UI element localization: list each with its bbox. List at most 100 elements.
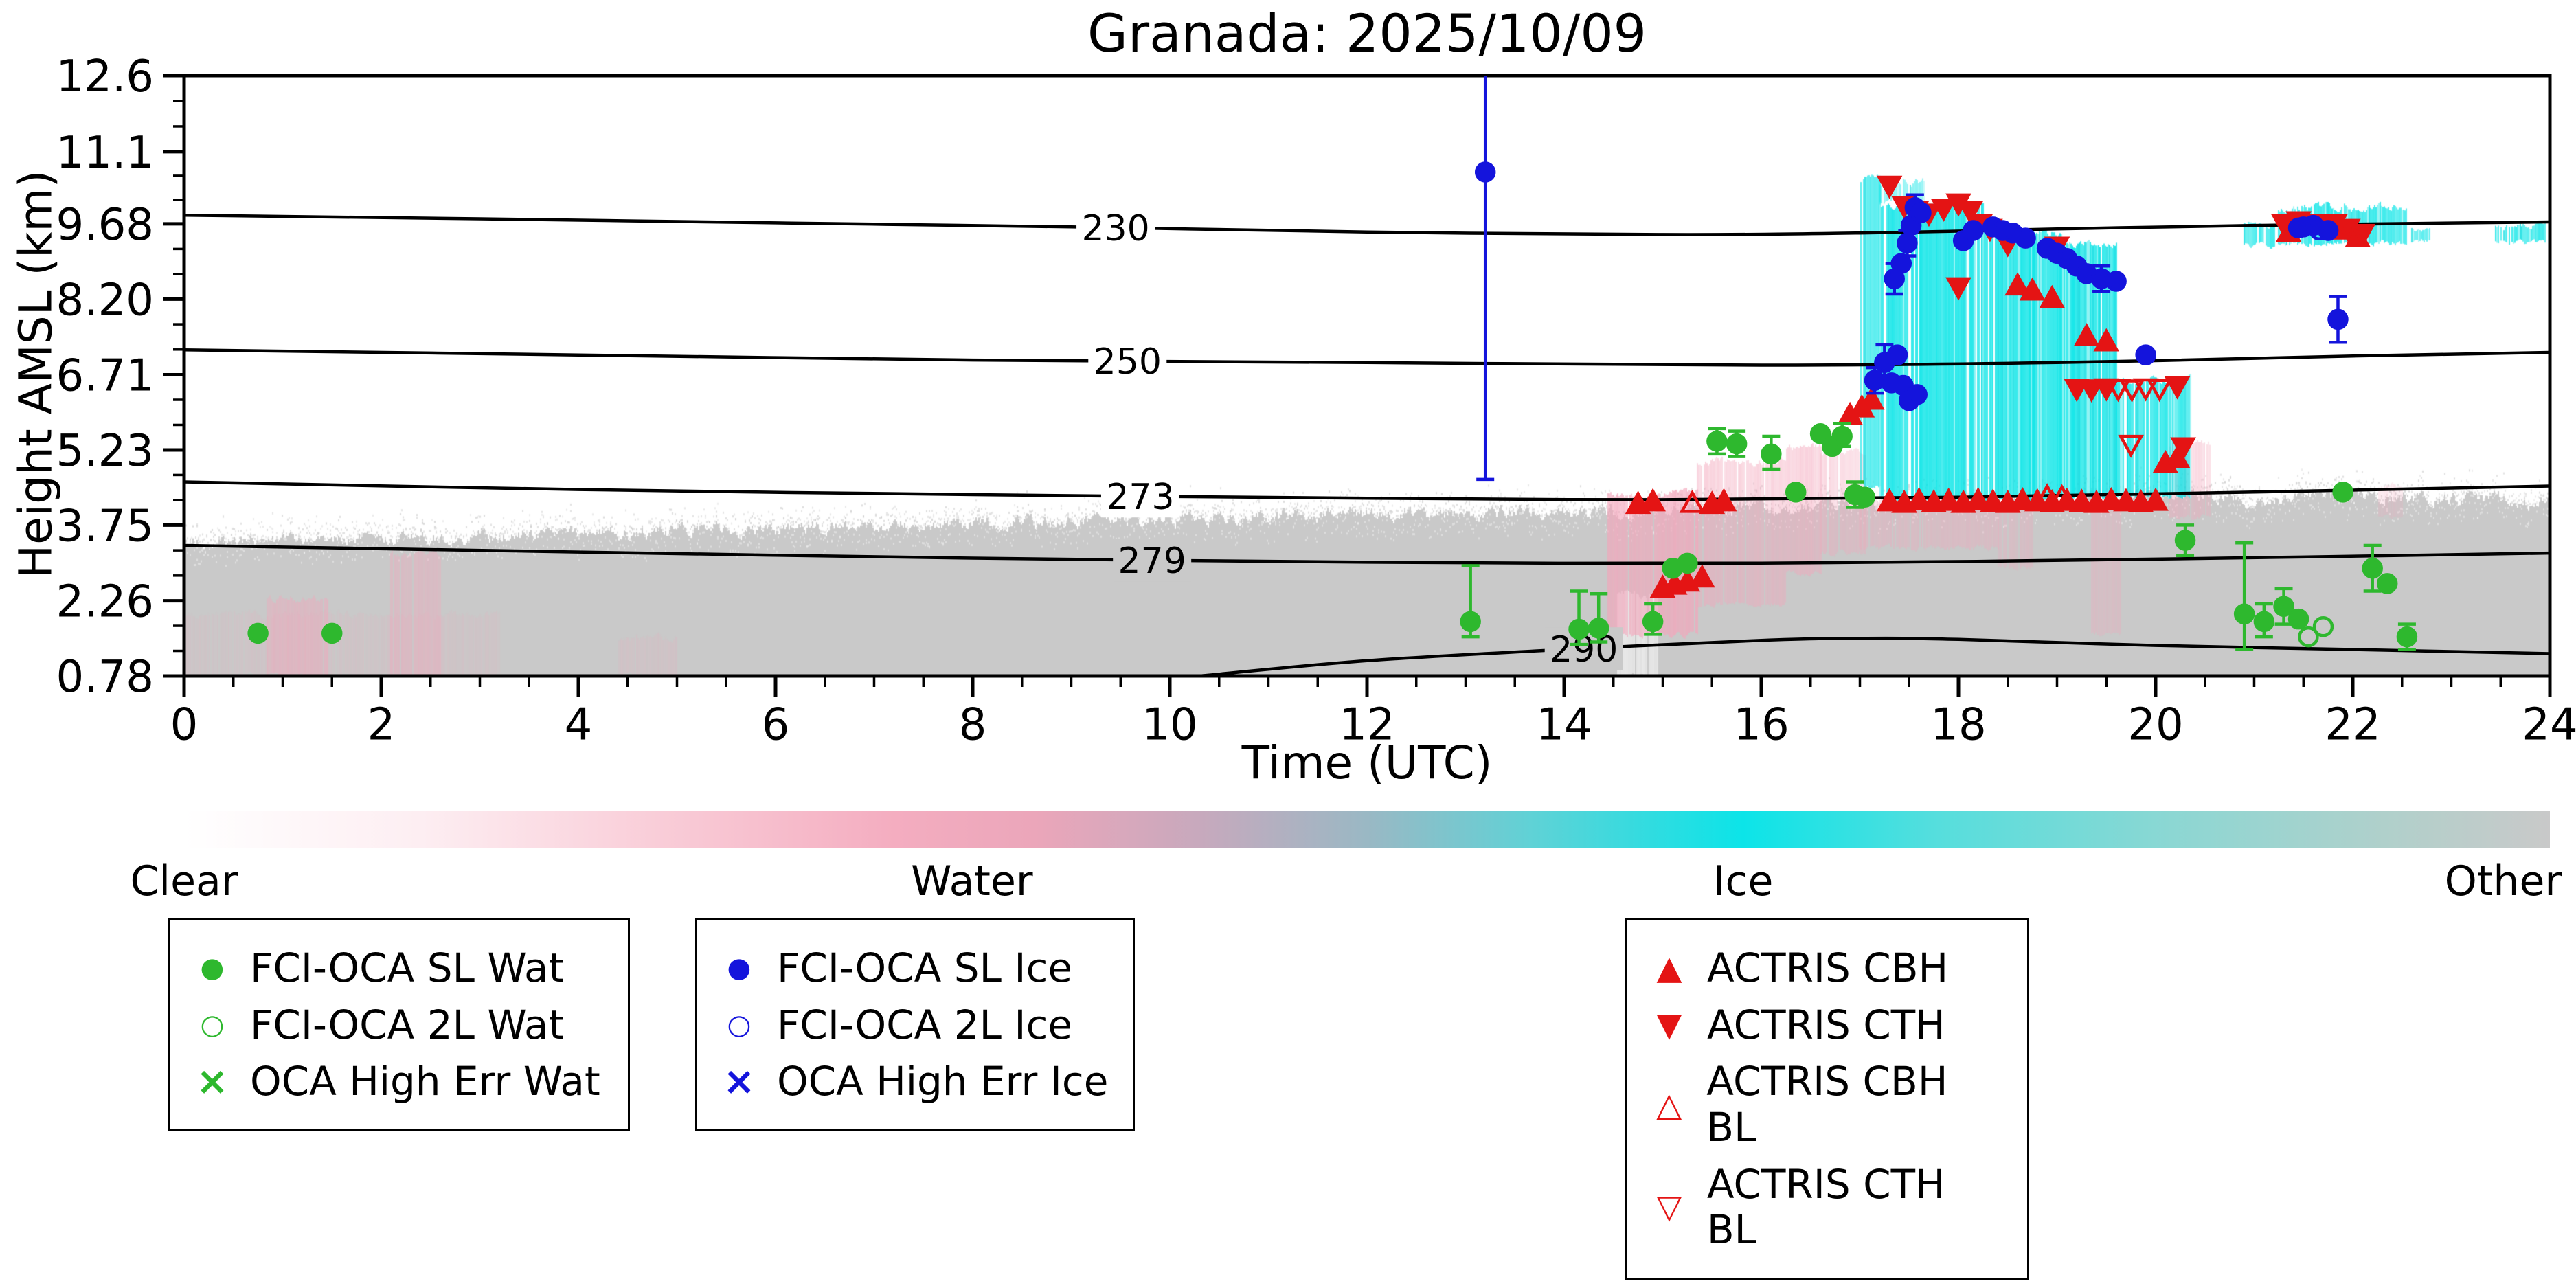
marker-circle-filled	[2287, 608, 2309, 630]
legend-item-fci-oca-2l-ice: ○ FCI-OCA 2L Ice	[718, 1002, 1112, 1048]
marker-tri-up-filled	[1876, 488, 1903, 512]
marker-circle-filled	[1886, 344, 1908, 365]
marker-tri-up-filled	[1710, 488, 1737, 512]
y-tick-label: 9.68	[56, 200, 155, 251]
marker-circle-filled	[2233, 603, 2255, 625]
legend-box-water: ● FCI-OCA SL Wat ○ FCI-OCA 2L Wat × OCA High …	[168, 918, 630, 1132]
marker-circle-filled	[2332, 482, 2353, 503]
marker-tri-up-filled	[1980, 488, 2007, 512]
marker-circle-filled	[1726, 433, 1748, 455]
legend-box-actris: ▲ ACTRIS CBH ▼ ACTRIS CTH △ ACTRIS CBH BL ▽ ACT…	[1625, 918, 2029, 1280]
series-actris-cth-bl	[2105, 378, 2173, 458]
series-actris-cbh-bl	[1679, 483, 2075, 513]
marker-circle-filled	[1588, 618, 1609, 639]
marker-circle-filled	[1706, 431, 1728, 452]
marker-circle-filled	[1761, 443, 1782, 465]
contour-label-bg	[1088, 339, 1167, 383]
marker-tri-up-open	[1679, 489, 1706, 513]
series-fci-oca-2l-ice	[2293, 216, 2330, 241]
contour-label: 273	[1106, 477, 1174, 518]
x-tick-label: 12	[1339, 699, 1394, 750]
y-tick-label: 12.6	[56, 52, 155, 102]
fci-oca-sl-wat-marker-icon: ●	[200, 952, 225, 984]
contour-label: 230	[1081, 208, 1149, 249]
marker-tri-up-filled	[1906, 487, 1932, 510]
colorbar-gradient	[184, 811, 2550, 848]
marker-circle-filled	[1854, 486, 1875, 508]
colorbar-label-ice: Ice	[1713, 857, 1774, 905]
x-tick-label: 16	[1733, 699, 1789, 750]
marker-circle-filled	[1910, 202, 1932, 223]
x-tick-label: 4	[565, 699, 593, 750]
marker-tri-up-filled	[1858, 386, 1885, 410]
marker-circle-filled	[1831, 425, 1853, 447]
legend-item-fci-oca-sl-wat: ● FCI-OCA SL Wat	[191, 945, 607, 991]
marker-tri-down-open	[2105, 379, 2132, 403]
legend-item-label: FCI-OCA SL Wat	[250, 945, 565, 991]
contour-label: 279	[1118, 541, 1186, 582]
contour-label-bg	[1100, 475, 1179, 518]
contour-label-bg	[1076, 206, 1155, 249]
x-tick-label: 24	[2522, 699, 2576, 750]
series-actris-cbh	[1625, 216, 2371, 598]
x-tick-label: 10	[1142, 699, 1197, 750]
marker-circle-filled	[1890, 253, 1912, 274]
legend-item-fci-oca-sl-ice: ● FCI-OCA SL Ice	[718, 945, 1112, 991]
marker-circle-filled	[2105, 271, 2127, 292]
classification-heatmap	[184, 76, 2550, 676]
plot-frame	[182, 74, 2552, 678]
actris-cbh-marker-icon: ▲	[1656, 949, 1682, 988]
marker-circle-filled	[1677, 552, 1698, 574]
marker-circle-filled	[1460, 611, 1481, 633]
marker-circle-filled	[247, 622, 269, 644]
marker-tri-up-filled	[2039, 284, 2066, 308]
y-tick-label: 0.78	[56, 652, 155, 703]
contour-label-bg	[1113, 539, 1192, 582]
y-tick-label: 8.20	[56, 275, 155, 326]
actris-cbh-bl-marker-icon: △	[1656, 1085, 1682, 1125]
marker-circle-filled	[1642, 611, 1664, 633]
marker-circle-open	[2298, 626, 2319, 648]
legend-item-label: ACTRIS CBH BL	[1706, 1058, 1948, 1151]
marker-tri-down-filled	[2349, 223, 2376, 247]
marker-circle-filled	[1864, 370, 1886, 391]
legend-item-actris-cth-bl: ▽ ACTRIS CTH BL	[1648, 1161, 2007, 1253]
fci-oca-sl-ice-marker-icon: ●	[727, 952, 752, 984]
marker-tri-up-filled	[2073, 323, 2100, 347]
marker-circle-filled	[321, 622, 343, 644]
y-tick-label: 6.71	[56, 351, 155, 402]
marker-tri-up-filled	[2009, 487, 2036, 510]
marker-circle-filled	[2135, 344, 2156, 365]
axis-ticks: 0 2 4 6 8 10 12 14 16 18 20 22 240.782.263.755.236.7…	[56, 52, 2576, 750]
oca-high-err-ice-marker-icon: ×	[723, 1059, 756, 1104]
colorbar-label-clear: Clear	[130, 857, 238, 905]
legend-item-oca-high-err-wat: × OCA High Err Wat	[191, 1059, 607, 1105]
marker-tri-down-filled	[2078, 379, 2105, 403]
marker-circle-filled	[2327, 308, 2349, 330]
marker-tri-up-open	[2034, 483, 2060, 506]
legend-item-actris-cth: ▼ ACTRIS CTH	[1648, 1002, 2007, 1048]
legend-item-label: FCI-OCA 2L Ice	[777, 1001, 1073, 1048]
marker-tri-up-filled	[2098, 487, 2125, 510]
marker-tri-up-filled	[2019, 277, 2046, 301]
marker-tri-up-filled	[2004, 272, 2031, 296]
colorbar-label-other: Other	[2444, 857, 2562, 905]
legend-item-oca-high-err-ice: × OCA High Err Ice	[718, 1059, 1112, 1105]
marker-circle-filled	[2253, 611, 2275, 633]
y-tick-label: 2.26	[56, 577, 155, 628]
marker-circle-open	[2312, 616, 2334, 637]
chart-title: Granada: 2025/10/09	[1087, 3, 1647, 64]
legend-item-label: FCI-OCA 2L Wat	[250, 1001, 565, 1048]
x-tick-label: 8	[959, 699, 987, 750]
legend-box-ice: ● FCI-OCA SL Ice ○ FCI-OCA 2L Ice × OCA High …	[695, 918, 1135, 1132]
actris-cth-bl-marker-icon: ▽	[1656, 1188, 1682, 1227]
marker-circle-filled	[2015, 227, 2036, 249]
y-tick-label: 11.1	[56, 128, 155, 179]
marker-circle-filled	[1906, 384, 1928, 405]
marker-tri-down-filled	[1957, 201, 1984, 225]
marker-circle-filled	[2362, 557, 2383, 579]
marker-tri-down-filled	[1930, 199, 1957, 222]
marker-circle-filled	[2273, 596, 2294, 617]
